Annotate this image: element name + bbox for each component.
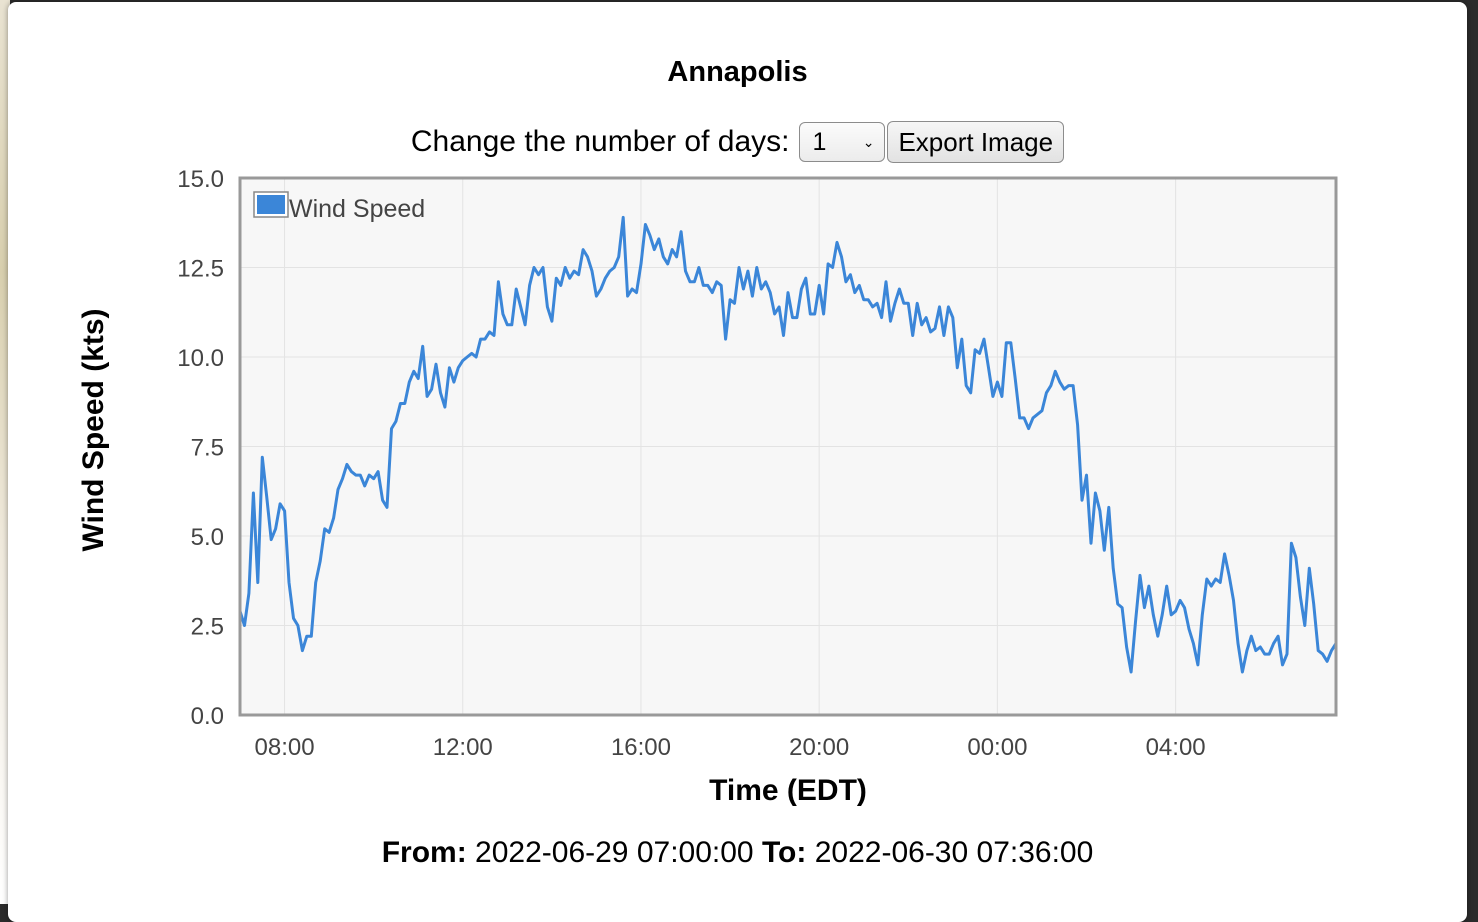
y-tick-label: 7.5 [191, 435, 224, 462]
from-label: From: [381, 836, 467, 869]
y-tick-label: 10.0 [177, 345, 224, 372]
y-tick-label: 5.0 [191, 524, 224, 551]
to-value: 2022-06-30 07:36:00 [814, 836, 1094, 869]
y-axis-title: Wind Speed (kts) [77, 308, 110, 551]
plot-frame [238, 176, 1338, 717]
legend-swatch [257, 195, 285, 214]
to-label: To: [761, 836, 807, 869]
x-tick-label: 00:00 [967, 734, 1027, 761]
legend-label: Wind Speed [289, 195, 425, 223]
days-select-value: 1 [812, 127, 827, 156]
legend: Wind Speed [253, 191, 425, 223]
from-value: 2022-06-29 07:00:00 [475, 836, 754, 869]
chart-controls: Change the number of days: 1 ⌄ Export Im… [8, 120, 1467, 164]
y-tick-label: 2.5 [191, 614, 224, 641]
y-tick-label: 0.0 [191, 703, 224, 730]
export-image-button[interactable]: Export Image [887, 121, 1065, 163]
chevron-down-icon: ⌄ [862, 133, 875, 150]
page-backdrop [0, 0, 10, 904]
y-tick-label: 15.0 [177, 166, 224, 193]
days-select[interactable]: 1 ⌄ [799, 122, 886, 162]
date-range: From: 2022-06-29 07:00:00 To: 2022-06-30… [8, 836, 1467, 870]
x-tick-label: 08:00 [255, 734, 315, 761]
x-axis-title: Time (EDT) [709, 774, 867, 807]
y-tick-label: 12.5 [177, 256, 224, 283]
x-tick-label: 20:00 [789, 734, 849, 761]
station-title: Annapolis [667, 56, 808, 88]
x-tick-label: 04:00 [1146, 734, 1206, 761]
x-tick-label: 12:00 [433, 734, 493, 761]
x-tick-label: 16:00 [611, 734, 671, 761]
days-label: Change the number of days: [410, 125, 790, 158]
series-line-wind-speed [238, 215, 1338, 674]
